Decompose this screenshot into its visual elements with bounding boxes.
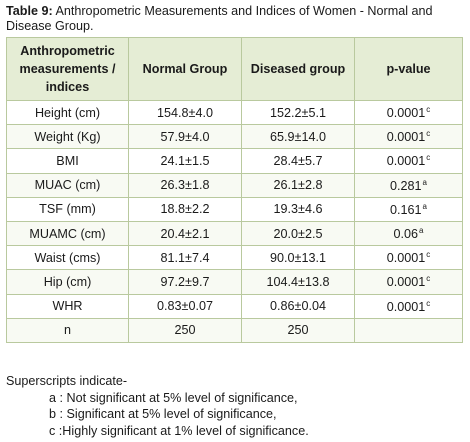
- significance-superscript: a: [422, 201, 427, 211]
- p-value-cell: 0.0001c: [354, 293, 463, 319]
- table-row: n 250 250: [6, 317, 463, 343]
- measure-cell: TSF (mm): [6, 196, 129, 222]
- diseased-group-cell: 26.1±2.8: [241, 172, 355, 198]
- measure-cell: n: [6, 317, 129, 343]
- significance-superscript: c: [426, 250, 431, 260]
- normal-group-cell: 154.8±4.0: [128, 99, 242, 126]
- measure-cell: Weight (Kg): [6, 124, 129, 150]
- p-value: 0.06: [393, 227, 419, 242]
- normal-group-cell: 18.8±2.2: [128, 196, 242, 222]
- table-row: WHR 0.83±0.07 0.86±0.04 0.0001c: [6, 293, 463, 319]
- significance-superscript: a: [422, 177, 427, 187]
- p-value: 0.0001: [386, 130, 426, 145]
- p-value-cell: 0.0001c: [354, 99, 463, 126]
- normal-group-cell: 20.4±2.1: [128, 220, 242, 247]
- significance-superscript: c: [426, 105, 431, 115]
- table-row: MUAC (cm) 26.3±1.8 26.1±2.8 0.281a: [6, 172, 463, 198]
- table-row: BMI 24.1±1.5 28.4±5.7 0.0001c: [6, 148, 463, 174]
- p-value-cell: [354, 317, 463, 343]
- header-normal-group: Normal Group: [128, 37, 242, 101]
- table-row: Waist (cms) 81.1±7.4 90.0±13.1 0.0001c: [6, 245, 463, 271]
- header-measurements: Anthropometric measurements / indices: [6, 37, 129, 101]
- p-value: 0.0001: [386, 106, 426, 121]
- table-row: MUAMC (cm) 20.4±2.1 20.0±2.5 0.06a: [6, 220, 463, 247]
- normal-group-cell: 57.9±4.0: [128, 124, 242, 150]
- measure-cell: Waist (cms): [6, 245, 129, 271]
- p-value-cell: 0.0001c: [354, 245, 463, 271]
- table-notes: Superscripts indicate- a : Not significa…: [6, 373, 309, 439]
- anthropometric-table: Anthropometric measurements / indices No…: [6, 37, 463, 343]
- normal-group-cell: 81.1±7.4: [128, 245, 242, 271]
- diseased-group-cell: 0.86±0.04: [241, 293, 355, 319]
- p-value: 0.161: [390, 202, 422, 217]
- p-value: 0.0001: [386, 299, 426, 314]
- p-value-cell: 0.06a: [354, 220, 463, 247]
- table-header-row: Anthropometric measurements / indices No…: [6, 37, 463, 101]
- normal-group-cell: 24.1±1.5: [128, 148, 242, 174]
- table-row: TSF (mm) 18.8±2.2 19.3±4.6 0.161a: [6, 196, 463, 222]
- measure-cell: Hip (cm): [6, 269, 129, 295]
- note-a: a : Not significant at 5% level of signi…: [49, 390, 298, 405]
- p-value: 0.281: [390, 178, 422, 193]
- significance-superscript: c: [426, 129, 431, 139]
- p-value: 0.0001: [386, 154, 426, 169]
- measure-cell: Height (cm): [6, 99, 129, 126]
- measure-cell: MUAC (cm): [6, 172, 129, 198]
- diseased-group-cell: 20.0±2.5: [241, 220, 355, 247]
- diseased-group-cell: 19.3±4.6: [241, 196, 355, 222]
- diseased-group-cell: 104.4±13.8: [241, 269, 355, 295]
- table-row: Hip (cm) 97.2±9.7 104.4±13.8 0.0001c: [6, 269, 463, 295]
- significance-superscript: a: [419, 226, 424, 236]
- measure-cell: BMI: [6, 148, 129, 174]
- diseased-group-cell: 28.4±5.7: [241, 148, 355, 174]
- p-value: 0.0001: [386, 251, 426, 266]
- normal-group-cell: 97.2±9.7: [128, 269, 242, 295]
- measure-cell: MUAMC (cm): [6, 220, 129, 247]
- caption-text: Anthropometric Measurements and Indices …: [6, 4, 433, 33]
- p-value-cell: 0.281a: [354, 172, 463, 198]
- p-value-cell: 0.0001c: [354, 269, 463, 295]
- significance-superscript: c: [426, 153, 431, 163]
- diseased-group-cell: 65.9±14.0: [241, 124, 355, 150]
- diseased-group-cell: 152.2±5.1: [241, 99, 355, 126]
- diseased-group-cell: 250: [241, 317, 355, 343]
- header-p-value: p-value: [354, 37, 463, 101]
- measure-cell: WHR: [6, 293, 129, 319]
- p-value-cell: 0.0001c: [354, 124, 463, 150]
- table-caption: Table 9: Anthropometric Measurements and…: [6, 4, 462, 34]
- significance-superscript: c: [426, 298, 431, 308]
- header-diseased-group: Diseased group: [241, 37, 355, 101]
- diseased-group-cell: 90.0±13.1: [241, 245, 355, 271]
- p-value-cell: 0.161a: [354, 196, 463, 222]
- normal-group-cell: 0.83±0.07: [128, 293, 242, 319]
- p-value-cell: 0.0001c: [354, 148, 463, 174]
- normal-group-cell: 26.3±1.8: [128, 172, 242, 198]
- caption-label: Table 9:: [6, 4, 53, 18]
- normal-group-cell: 250: [128, 317, 242, 343]
- p-value: 0.0001: [386, 275, 426, 290]
- note-c: c :Highly significant at 1% level of sig…: [49, 423, 309, 438]
- significance-superscript: c: [426, 274, 431, 284]
- table-row: Weight (Kg) 57.9±4.0 65.9±14.0 0.0001c: [6, 124, 463, 150]
- table-row: Height (cm) 154.8±4.0 152.2±5.1 0.0001c: [6, 99, 463, 126]
- note-b: b : Significant at 5% level of significa…: [49, 407, 277, 421]
- notes-intro: Superscripts indicate-: [6, 374, 128, 388]
